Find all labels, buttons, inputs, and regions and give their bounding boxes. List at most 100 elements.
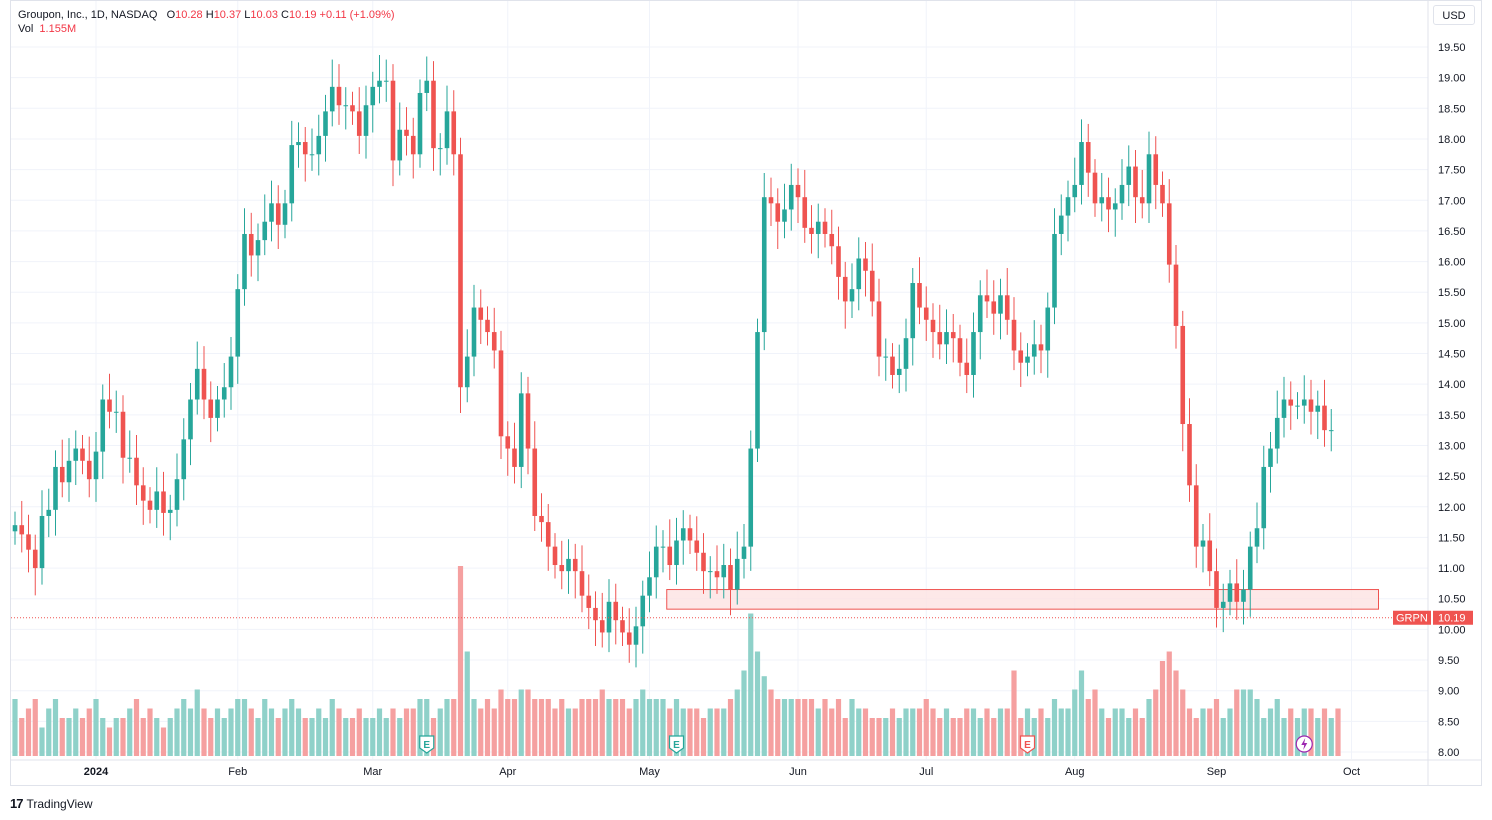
candle-body: [1187, 424, 1192, 486]
candle-body: [748, 448, 754, 547]
volume-bar: [943, 708, 950, 756]
candle-body: [39, 515, 45, 569]
volume-bar: [1058, 708, 1064, 756]
candle-body: [545, 522, 551, 547]
volume-bar: [309, 718, 315, 756]
volume-bar: [167, 718, 173, 756]
chart-frame: [10, 0, 1482, 786]
symbol-title: Groupon, Inc., 1D, NASDAQ: [18, 9, 158, 21]
candle-body: [701, 552, 706, 572]
candle-body: [1234, 583, 1240, 602]
candle-body: [1241, 589, 1246, 602]
volume-bar: [1254, 699, 1260, 756]
candle-body: [255, 240, 261, 256]
volume-bar: [491, 708, 497, 756]
volume-bar: [255, 718, 261, 756]
candle-body: [734, 558, 740, 590]
low-value: 10.03: [250, 9, 278, 21]
volume-bar: [748, 613, 754, 756]
y-tick-label: 12.50: [1438, 471, 1466, 483]
volume-bar: [160, 727, 167, 756]
volume-bar: [268, 708, 275, 756]
volume-bar: [950, 718, 956, 756]
candle-body: [194, 368, 200, 400]
candle-body: [242, 233, 247, 290]
candle-body: [262, 221, 268, 241]
volume-bar: [201, 708, 207, 756]
volume-bar: [700, 718, 707, 756]
volume-bar: [518, 689, 524, 756]
candle-body: [1126, 166, 1132, 185]
candle-body: [107, 399, 112, 412]
volume-bar: [781, 699, 788, 756]
y-tick-label: 19.50: [1438, 42, 1466, 54]
volume-bar: [1065, 708, 1071, 756]
candle-body: [842, 276, 848, 302]
currency-button[interactable]: USD: [1433, 5, 1475, 25]
candle-body: [1011, 319, 1017, 351]
candle-body: [1004, 295, 1010, 320]
volume-bar: [376, 708, 383, 756]
volume-bar: [1261, 718, 1267, 756]
volume-bar: [727, 699, 734, 756]
volume-bar: [957, 718, 963, 756]
volume-bar: [316, 708, 322, 756]
candle-body: [1308, 399, 1314, 412]
candle-body: [417, 92, 423, 155]
candle-body: [66, 460, 72, 483]
volume-bar: [1105, 718, 1112, 756]
candle-body: [93, 451, 99, 480]
candle-body: [923, 307, 929, 320]
volume-bar: [1240, 689, 1247, 756]
candle-body: [296, 142, 301, 146]
candle-body: [1099, 197, 1105, 204]
candle-body: [431, 80, 436, 149]
earnings-marker-icon: [1019, 735, 1036, 754]
volume-bar: [194, 689, 200, 756]
candle-body: [1281, 399, 1287, 418]
volume-bar: [1159, 661, 1166, 756]
volume-bar: [633, 699, 639, 756]
volume-bar: [1072, 689, 1078, 756]
volume-bar: [208, 718, 214, 756]
volume-bar: [579, 699, 585, 756]
candle-body: [876, 301, 882, 357]
volume-bar: [991, 718, 997, 756]
candle-body: [1166, 203, 1172, 265]
candle-body: [140, 485, 146, 501]
volume-bar: [667, 708, 673, 756]
tradingview-brand[interactable]: 17 TradingView: [10, 796, 93, 811]
candle-body: [795, 184, 801, 198]
volume-bar: [1281, 718, 1287, 756]
x-tick-label: Jul: [919, 766, 933, 778]
volume-bar: [1024, 708, 1031, 756]
vol-label: Vol: [18, 23, 34, 35]
candle-body: [1031, 344, 1037, 357]
volume-bar: [640, 689, 646, 756]
volume-bar: [46, 708, 52, 756]
volume-bar: [802, 699, 808, 756]
volume-bar: [1213, 699, 1220, 756]
candle-body: [19, 525, 25, 535]
candle-body: [1052, 233, 1057, 308]
candle-body: [755, 332, 760, 449]
volume-bar: [1335, 708, 1341, 756]
volume-bar: [937, 718, 943, 756]
candle-body: [728, 565, 733, 590]
candle-body: [518, 393, 524, 467]
volume-bar: [1119, 708, 1125, 756]
x-tick-label: 2024: [84, 766, 109, 778]
candle-body: [478, 307, 484, 320]
candle-body: [208, 399, 214, 418]
volume-bar: [147, 708, 153, 756]
candle-body: [1072, 184, 1078, 198]
y-tick-label: 16.00: [1438, 257, 1466, 269]
candle-body: [1207, 540, 1213, 572]
x-tick-label: Apr: [499, 766, 516, 778]
candle-body: [998, 295, 1003, 314]
volume-bar: [302, 718, 308, 756]
candle-body: [1288, 399, 1294, 406]
candle-body: [248, 233, 254, 256]
candle-body: [788, 184, 794, 210]
